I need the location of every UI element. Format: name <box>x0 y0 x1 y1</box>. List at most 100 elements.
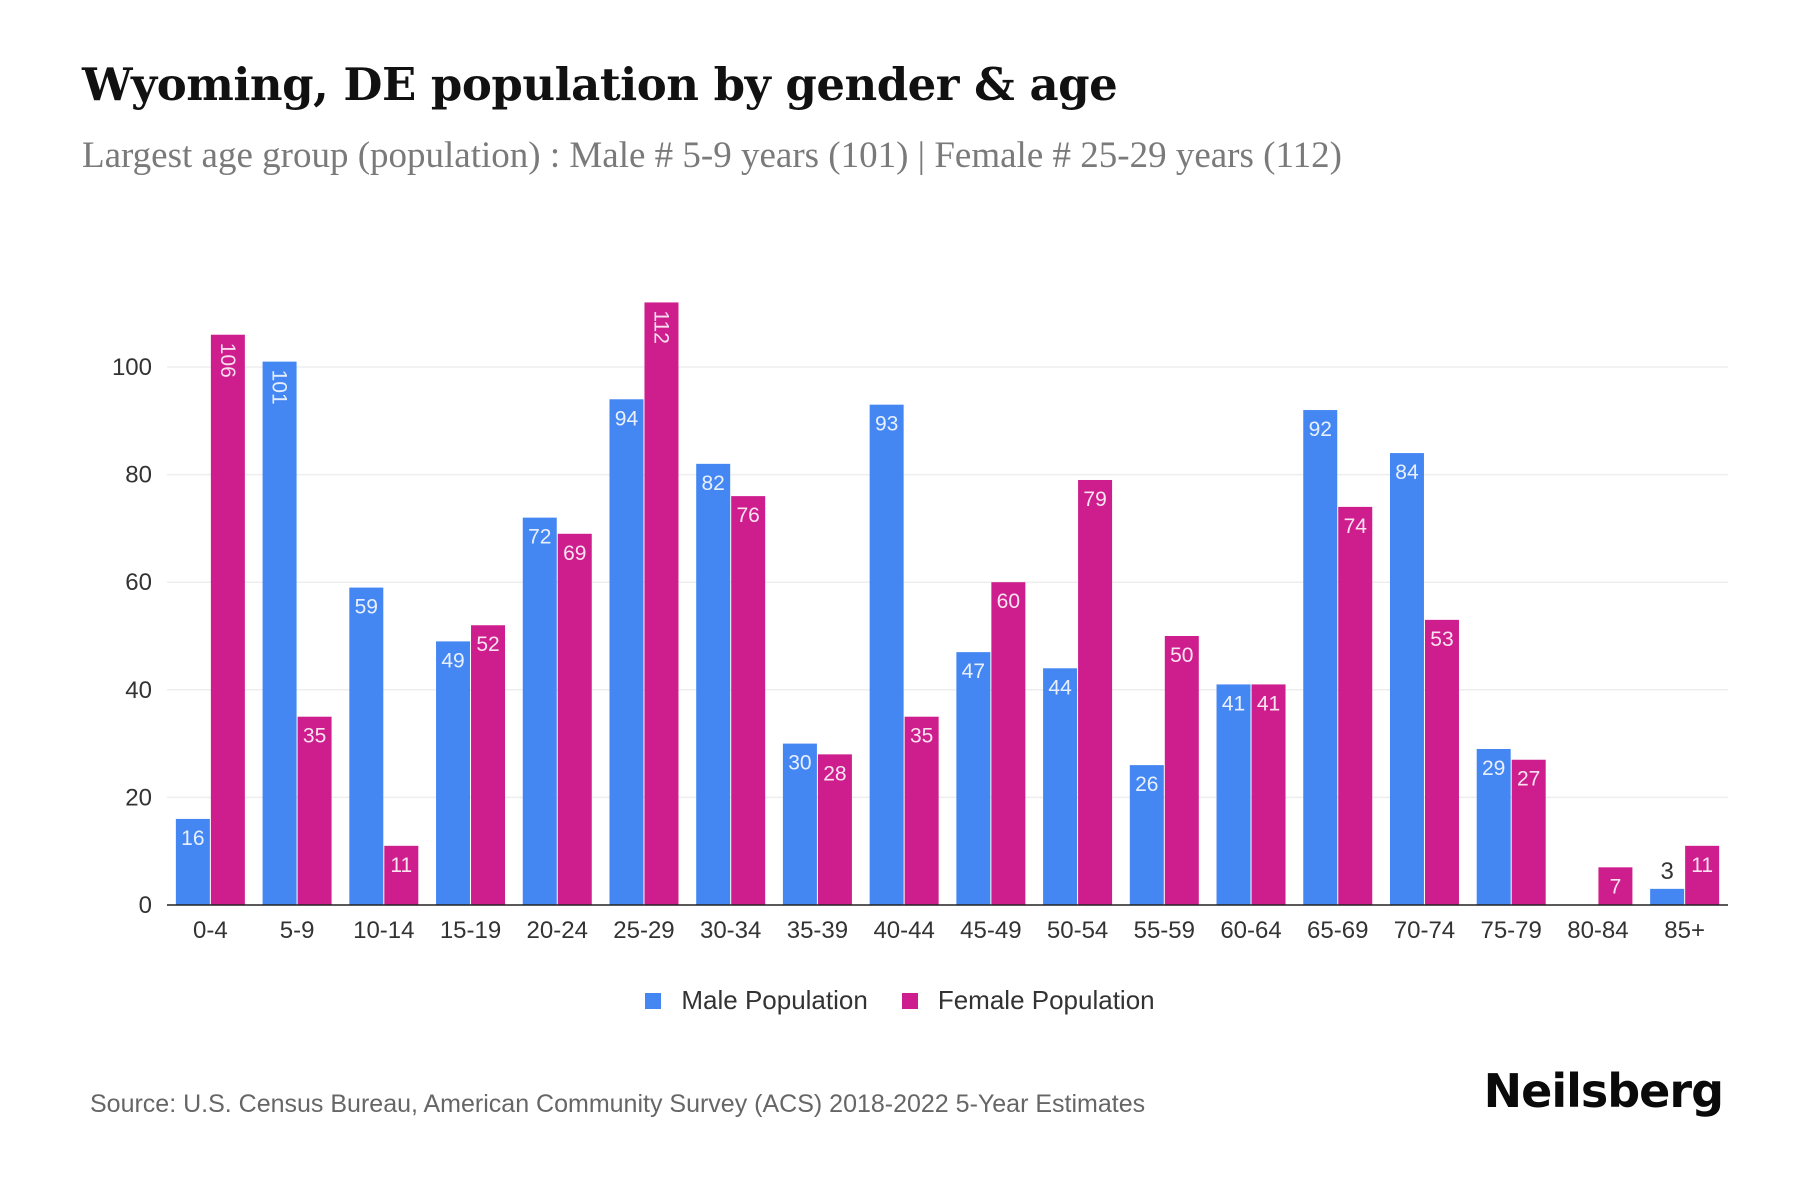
bar-male[interactable] <box>522 517 557 905</box>
x-tick-label: 5-9 <box>280 917 315 944</box>
bar-female[interactable] <box>471 625 506 905</box>
x-tick-label: 15-19 <box>440 917 501 944</box>
x-tick-label: 70-74 <box>1394 917 1455 944</box>
x-tick-label: 75-79 <box>1480 917 1541 944</box>
bar-label-female: 60 <box>997 590 1020 613</box>
bar-label-female: 7 <box>1610 875 1622 898</box>
y-tick-label: 40 <box>125 677 152 704</box>
bar-female[interactable] <box>1338 506 1373 905</box>
bar-labels: 16 106 101 35 59 11 49 52 72 69 94 112 82 76 30 28 93 35 4… <box>181 310 1713 898</box>
bar-male[interactable] <box>1476 748 1511 905</box>
bar-label-female: 11 <box>390 854 412 877</box>
bar-label-female: 11 <box>1691 854 1713 877</box>
legend: Male Population Female Population <box>0 985 1800 1016</box>
legend-item-male[interactable]: Male Population <box>645 985 868 1016</box>
legend-item-female[interactable]: Female Population <box>901 985 1155 1016</box>
bar-female[interactable] <box>1424 619 1459 905</box>
x-tick-label: 50-54 <box>1047 917 1108 944</box>
bar-male[interactable] <box>436 641 471 905</box>
bar-label-female: 76 <box>737 504 760 527</box>
bar-label-female: 35 <box>303 725 326 748</box>
bar-male[interactable] <box>1129 765 1164 905</box>
bar-female[interactable] <box>1251 684 1286 905</box>
x-tick-label: 45-49 <box>960 917 1021 944</box>
bar-female[interactable] <box>557 533 592 905</box>
bar-female[interactable] <box>731 496 766 905</box>
bar-male[interactable] <box>1303 410 1338 905</box>
bar-male[interactable] <box>869 404 904 905</box>
x-tick-label: 40-44 <box>873 917 934 944</box>
bar-female[interactable] <box>904 716 939 905</box>
y-tick-label: 80 <box>125 462 152 489</box>
bar-label-female: 69 <box>563 542 586 565</box>
bar-label-female: 53 <box>1430 628 1453 651</box>
x-tick-label: 35-39 <box>787 917 848 944</box>
bar-male[interactable] <box>1389 453 1424 905</box>
bar-male[interactable] <box>1043 668 1078 905</box>
bar-female[interactable] <box>817 754 852 905</box>
bar-label-male: 3 <box>1660 858 1673 885</box>
bar-label-male: 59 <box>355 596 378 619</box>
bar-label-female: 52 <box>476 633 499 656</box>
bar-male[interactable] <box>782 743 817 905</box>
x-tick-label: 55-59 <box>1134 917 1195 944</box>
bar-male[interactable] <box>609 399 644 905</box>
bar-female[interactable] <box>1598 867 1633 905</box>
source-note: Source: U.S. Census Bureau, American Com… <box>90 1090 1146 1118</box>
x-tick-label: 60-64 <box>1220 917 1281 944</box>
x-tick-label: 10-14 <box>353 917 414 944</box>
x-tick-label: 20-24 <box>527 917 588 944</box>
bar-label-female: 50 <box>1170 644 1193 667</box>
bar-female[interactable] <box>297 716 332 905</box>
y-tick-label: 60 <box>125 569 152 596</box>
bar-label-male: 94 <box>615 407 639 430</box>
bar-female[interactable] <box>644 302 679 905</box>
y-tick-label: 0 <box>139 892 152 919</box>
bars <box>175 302 1720 906</box>
bar-label-female: 41 <box>1257 692 1280 715</box>
chart-subtitle: Largest age group (population) : Male # … <box>82 135 1342 176</box>
bar-male[interactable] <box>956 652 991 905</box>
bar-male[interactable] <box>175 818 210 905</box>
bar-label-female: 106 <box>216 343 239 378</box>
legend-label-male: Male Population <box>681 985 868 1015</box>
bar-male[interactable] <box>349 587 384 905</box>
bar-label-male: 44 <box>1048 676 1072 699</box>
bar-female[interactable] <box>991 582 1026 905</box>
bar-label-female: 28 <box>823 762 846 785</box>
bar-label-female: 35 <box>910 725 933 748</box>
bar-label-male: 82 <box>702 472 725 495</box>
bar-female[interactable] <box>1511 759 1546 905</box>
legend-swatch-female <box>901 992 918 1009</box>
bar-label-male: 47 <box>962 660 985 683</box>
x-tick-label: 80-84 <box>1567 917 1628 944</box>
legend-swatch-male <box>645 992 662 1009</box>
legend-label-female: Female Population <box>937 985 1155 1015</box>
chart-title: Wyoming, DE population by gender & age <box>82 58 1118 111</box>
x-tick-label: 0-4 <box>193 917 228 944</box>
bar-male[interactable] <box>1650 888 1685 905</box>
bar-male[interactable] <box>696 463 731 905</box>
bar-female[interactable] <box>1685 845 1720 905</box>
y-tick-label: 20 <box>125 784 152 811</box>
bar-label-male: 72 <box>528 526 551 549</box>
x-tick-label: 30-34 <box>700 917 761 944</box>
x-tick-label: 65-69 <box>1307 917 1368 944</box>
bar-female[interactable] <box>1164 636 1199 905</box>
bar-label-male: 16 <box>181 827 204 850</box>
y-tick-label: 100 <box>112 354 152 381</box>
bar-female[interactable] <box>384 845 419 905</box>
bar-female[interactable] <box>210 334 245 906</box>
bar-male[interactable] <box>1216 684 1251 905</box>
bar-label-female: 112 <box>649 310 672 343</box>
x-tick-label: 25-29 <box>613 917 674 944</box>
gridlines <box>167 366 1728 799</box>
bar-label-female: 27 <box>1517 768 1540 791</box>
x-tick-label: 85+ <box>1664 917 1705 944</box>
bar-label-female: 79 <box>1083 488 1106 511</box>
bar-label-female: 74 <box>1344 515 1368 538</box>
bar-label-male: 29 <box>1482 757 1505 780</box>
bar-female[interactable] <box>1078 479 1113 905</box>
bar-male[interactable] <box>262 361 297 905</box>
